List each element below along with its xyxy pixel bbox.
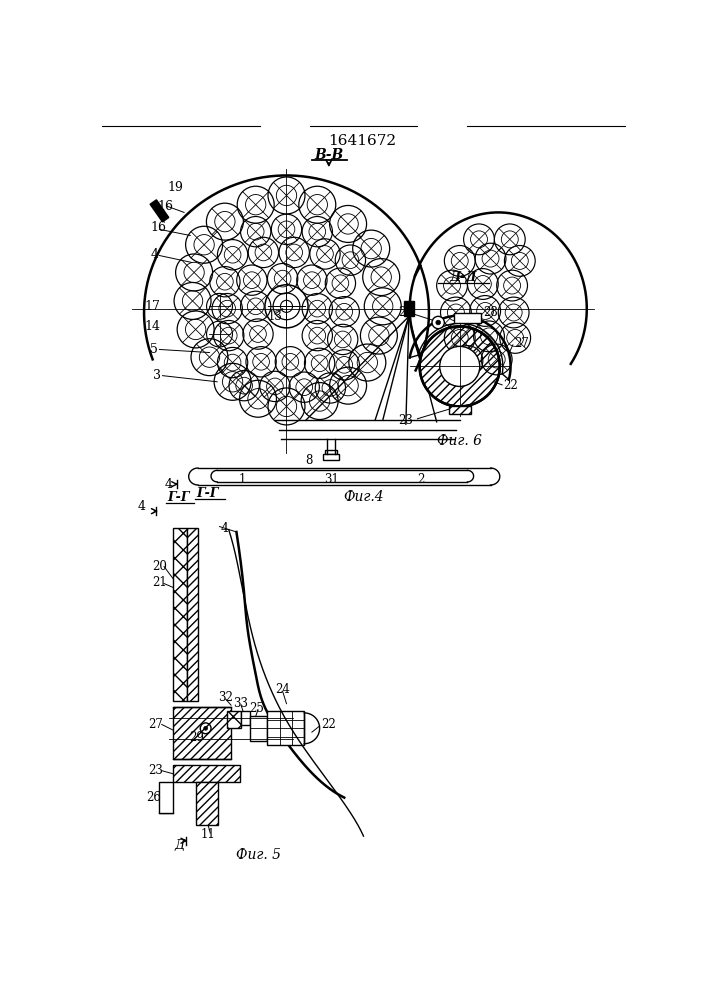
Circle shape bbox=[204, 726, 208, 730]
Text: 21: 21 bbox=[152, 576, 166, 588]
Text: Г-Г: Г-Г bbox=[197, 487, 219, 500]
Bar bbox=[173, 528, 187, 701]
Bar bbox=[187, 528, 198, 701]
Text: 32: 32 bbox=[218, 691, 233, 704]
Text: 14: 14 bbox=[144, 320, 160, 333]
Bar bbox=[250, 716, 267, 741]
Text: 4: 4 bbox=[150, 248, 158, 261]
Bar bbox=[404, 301, 414, 316]
Text: 13: 13 bbox=[267, 310, 282, 323]
Circle shape bbox=[436, 320, 440, 325]
Text: 23: 23 bbox=[148, 764, 163, 777]
Circle shape bbox=[432, 316, 444, 329]
Text: 3: 3 bbox=[153, 369, 161, 382]
Bar bbox=[241, 711, 250, 725]
Bar bbox=[324, 454, 339, 460]
Text: 4: 4 bbox=[221, 522, 229, 535]
Text: Фиг. 5: Фиг. 5 bbox=[236, 848, 281, 862]
Text: 27: 27 bbox=[148, 718, 163, 731]
Bar bbox=[454, 313, 481, 323]
Text: 8: 8 bbox=[305, 454, 313, 467]
Text: 16: 16 bbox=[150, 221, 166, 234]
Text: 27: 27 bbox=[515, 337, 530, 350]
Bar bbox=[267, 711, 304, 745]
Text: 29: 29 bbox=[398, 306, 413, 319]
Text: 22: 22 bbox=[321, 718, 336, 731]
Text: 19: 19 bbox=[167, 181, 183, 194]
Text: 5: 5 bbox=[150, 343, 158, 356]
Text: 1: 1 bbox=[239, 473, 246, 486]
Text: В-В: В-В bbox=[314, 148, 344, 162]
Text: 11: 11 bbox=[200, 828, 215, 841]
Text: Д-Д: Д-Д bbox=[450, 271, 477, 284]
Text: 4: 4 bbox=[165, 478, 173, 491]
Text: 25: 25 bbox=[249, 702, 264, 715]
Text: 23: 23 bbox=[398, 414, 413, 427]
Text: 16: 16 bbox=[158, 200, 174, 213]
Text: 26: 26 bbox=[146, 791, 161, 804]
Text: 17: 17 bbox=[144, 300, 160, 313]
Bar bbox=[197, 782, 218, 825]
Circle shape bbox=[420, 326, 500, 406]
Bar bbox=[173, 707, 231, 759]
Text: 31: 31 bbox=[324, 473, 339, 486]
Text: 28: 28 bbox=[483, 306, 498, 319]
Text: 20: 20 bbox=[152, 560, 167, 573]
Bar bbox=[160, 782, 173, 813]
Text: 33: 33 bbox=[233, 697, 248, 710]
Text: Фиг.4: Фиг.4 bbox=[343, 490, 384, 504]
Text: Д: Д bbox=[175, 839, 185, 852]
Text: 22: 22 bbox=[503, 379, 518, 392]
Text: 2: 2 bbox=[418, 473, 425, 486]
Text: Фиг. 6: Фиг. 6 bbox=[437, 434, 482, 448]
Bar bbox=[173, 765, 240, 782]
Circle shape bbox=[440, 346, 480, 386]
Polygon shape bbox=[150, 200, 169, 222]
Text: 29: 29 bbox=[189, 731, 204, 744]
Bar bbox=[227, 711, 241, 728]
Text: 4: 4 bbox=[138, 500, 146, 513]
Text: 24: 24 bbox=[275, 683, 290, 696]
Bar bbox=[449, 406, 471, 414]
Text: 1641672: 1641672 bbox=[328, 134, 396, 148]
Bar bbox=[325, 450, 337, 454]
Text: Г-Г: Г-Г bbox=[167, 491, 189, 504]
